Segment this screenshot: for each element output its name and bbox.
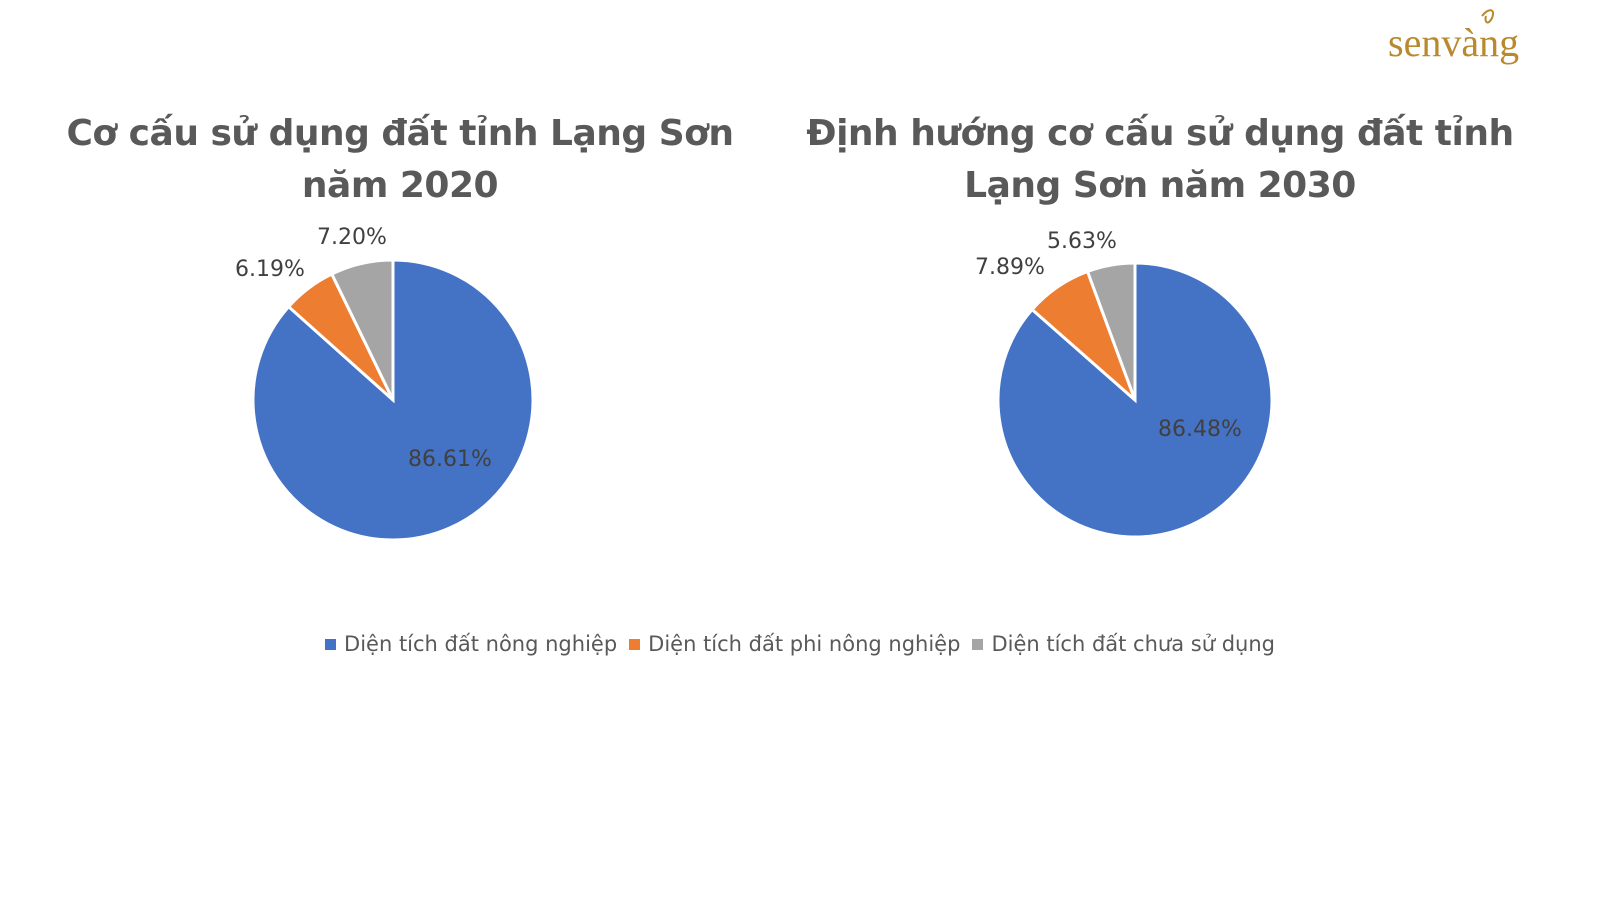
legend-item-agricultural: Diện tích đất nông nghiệp [325, 632, 617, 656]
pie-slice-2030-agricultural [996, 261, 1274, 539]
lotus-mark-icon [1481, 9, 1494, 24]
pie-slice-2020-unused [329, 258, 395, 401]
data-label-2020-non-agricultural: 6.19% [235, 257, 305, 282]
legend-swatch-non-agricultural [629, 638, 641, 650]
legend-label-agricultural: Diện tích đất nông nghiệp [344, 632, 618, 656]
legend-item-unused: Diện tích đất chưa sử dụng [972, 632, 1275, 656]
legend-label-unused: Diện tích đất chưa sử dụng [991, 632, 1275, 656]
chart-legend: Diện tích đất nông nghiệp Diện tích đất … [0, 632, 1600, 656]
data-label-2030-agricultural: 86.48% [1158, 417, 1242, 442]
data-label-2020-unused: 7.20% [317, 225, 387, 250]
legend-swatch-agricultural [325, 638, 337, 650]
legend-swatch-unused [972, 638, 984, 650]
chart-title-2030: Định hướng cơ cấu sử dụng đất tỉnh Lạng … [806, 113, 1514, 206]
chart-title-2020: Cơ cấu sử dụng đất tỉnh Lạng Sơn năm 202… [66, 113, 735, 206]
legend-label-non-agricultural: Diện tích đất phi nông nghiệp [648, 632, 961, 656]
pie-slice-2030-unused [1085, 261, 1137, 401]
brand-logo: senvàng [1388, 9, 1519, 65]
data-label-2030-non-agricultural: 7.89% [975, 255, 1045, 280]
legend-item-non-agricultural: Diện tích đất phi nông nghiệp [629, 632, 960, 656]
logo-text: senvàng [1388, 20, 1519, 65]
data-label-2020-agricultural: 86.61% [408, 447, 492, 472]
data-label-2030-unused: 5.63% [1047, 229, 1117, 254]
